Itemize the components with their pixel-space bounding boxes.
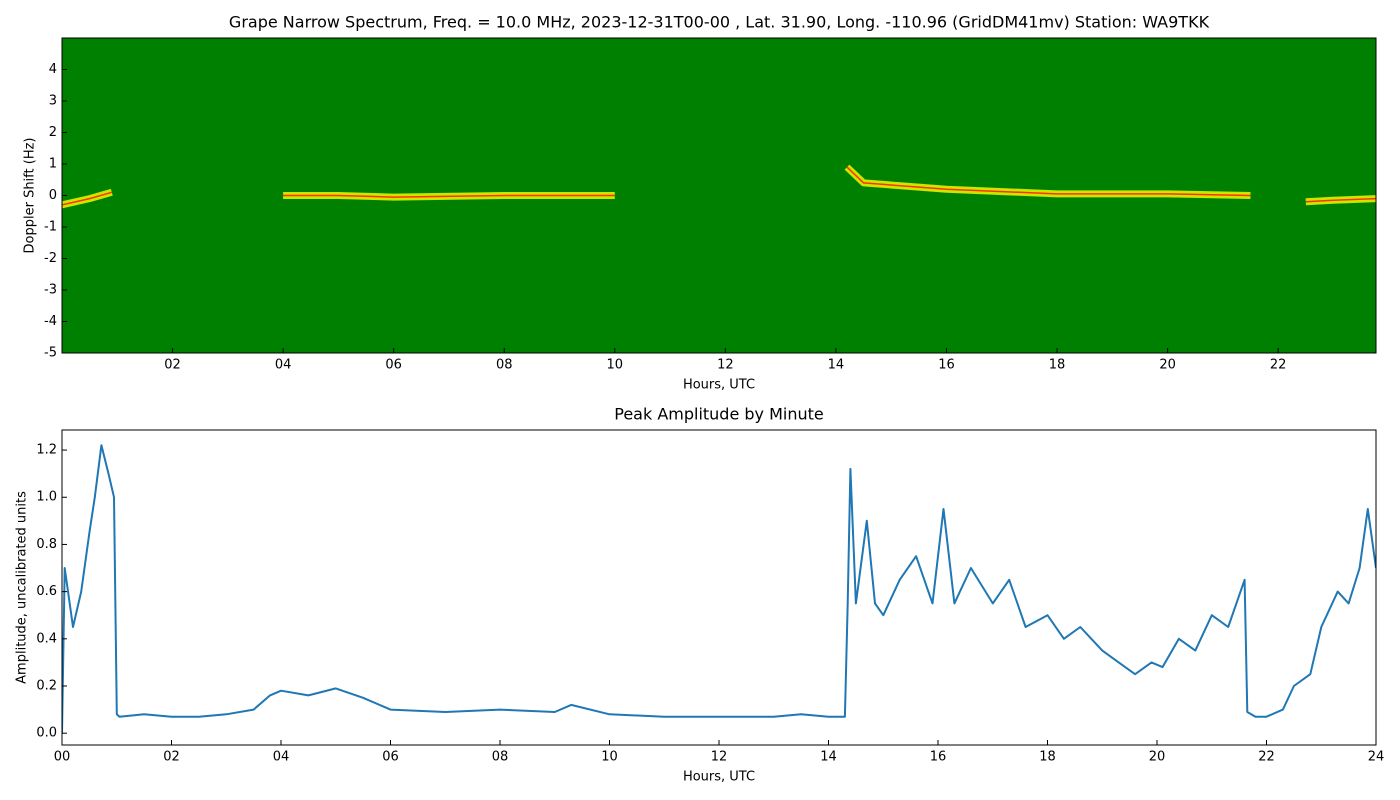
y-tick-label: 1.2 <box>36 443 57 458</box>
x-tick-label: 14 <box>820 750 837 765</box>
x-tick-label: 20 <box>1159 358 1176 373</box>
x-axis-label: Hours, UTC <box>683 770 755 785</box>
y-axis-label: Doppler Shift (Hz) <box>23 138 38 254</box>
x-tick-label: 04 <box>275 358 292 373</box>
x-tick-label: 08 <box>492 750 509 765</box>
y-tick-label: 0.6 <box>36 584 57 599</box>
doppler-trace-core <box>62 166 1376 206</box>
y-tick-label: -3 <box>44 283 57 298</box>
y-tick-label: 4 <box>49 62 57 77</box>
y-axis-label: Amplitude, uncalibrated units <box>15 491 30 684</box>
x-tick-label: 10 <box>601 750 618 765</box>
x-tick-label: 02 <box>163 750 180 765</box>
x-tick-label: 18 <box>1039 750 1056 765</box>
x-tick-label: 22 <box>1258 750 1275 765</box>
x-tick-label: 12 <box>717 358 734 373</box>
x-tick-label: 20 <box>1149 750 1166 765</box>
x-tick-label: 06 <box>385 358 402 373</box>
x-tick-label: 12 <box>711 750 728 765</box>
plot-frame <box>61 429 1377 746</box>
x-tick-label: 06 <box>382 750 399 765</box>
y-tick-label: 0.0 <box>36 726 57 741</box>
y-tick-label: 0 <box>49 188 57 203</box>
x-tick-label: 02 <box>164 358 181 373</box>
x-tick-label: 16 <box>938 358 955 373</box>
plot-area <box>62 164 1376 209</box>
x-tick-label: 04 <box>273 750 290 765</box>
x-tick-label: 10 <box>607 358 624 373</box>
x-tick-label: 08 <box>496 358 513 373</box>
y-tick-label: 0.8 <box>36 537 57 552</box>
x-tick-label: 18 <box>1049 358 1066 373</box>
y-tick-label: 1.0 <box>36 490 57 505</box>
y-tick-label: -1 <box>44 220 57 235</box>
y-tick-label: 2 <box>49 125 57 140</box>
y-tick-label: 1 <box>49 157 57 172</box>
y-tick-label: -5 <box>44 346 57 361</box>
x-axis-label: Hours, UTC <box>683 378 755 393</box>
x-tick-label: 16 <box>930 750 947 765</box>
x-tick-label: 24 <box>1368 750 1385 765</box>
chart-title: Grape Narrow Spectrum, Freq. = 10.0 MHz,… <box>229 13 1210 32</box>
y-tick-label: -2 <box>44 251 57 266</box>
y-tick-label: 0.2 <box>36 679 57 694</box>
plot-area <box>62 444 1376 734</box>
x-tick-label: 14 <box>828 358 845 373</box>
chart-title: Peak Amplitude by Minute <box>614 405 824 424</box>
y-tick-label: 0.4 <box>36 631 57 646</box>
amplitude-line <box>62 444 1376 734</box>
y-tick-label: -4 <box>44 314 57 329</box>
x-tick-label: 00 <box>54 750 71 765</box>
x-tick-label: 22 <box>1270 358 1287 373</box>
y-tick-label: 3 <box>49 94 57 109</box>
